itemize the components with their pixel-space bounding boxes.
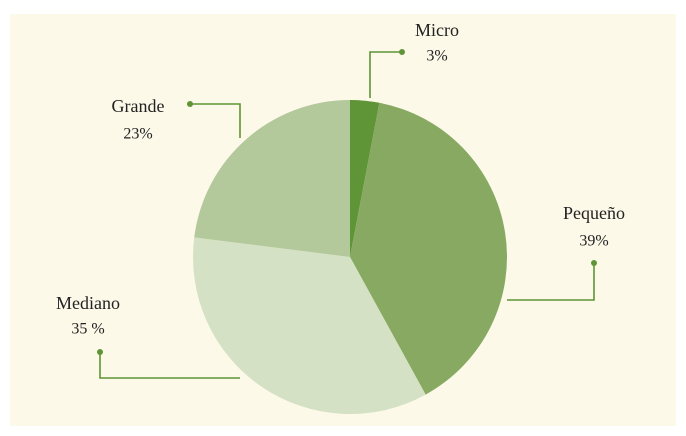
pie-slice xyxy=(194,100,350,257)
pie xyxy=(193,100,507,415)
leader-line xyxy=(99,352,240,379)
data-label: 3% xyxy=(426,48,447,65)
pie-slice xyxy=(193,237,426,415)
leader-dot xyxy=(97,349,103,355)
leader-dot xyxy=(591,260,597,266)
leader-line xyxy=(190,103,241,138)
slice-label: Micro xyxy=(415,20,459,40)
data-label: 35 % xyxy=(71,321,104,338)
slice-label: Mediano xyxy=(56,293,120,313)
pie-slice xyxy=(350,100,380,257)
slice-label: Pequeño xyxy=(563,203,625,223)
pie-slice xyxy=(350,102,507,395)
leader-line xyxy=(507,263,595,301)
slice-label: Grande xyxy=(112,96,165,116)
leader-line xyxy=(369,51,402,98)
data-label: 39% xyxy=(579,233,608,250)
leader-dot xyxy=(399,49,405,55)
data-label: 23% xyxy=(123,126,152,143)
leader-dot xyxy=(187,101,193,107)
